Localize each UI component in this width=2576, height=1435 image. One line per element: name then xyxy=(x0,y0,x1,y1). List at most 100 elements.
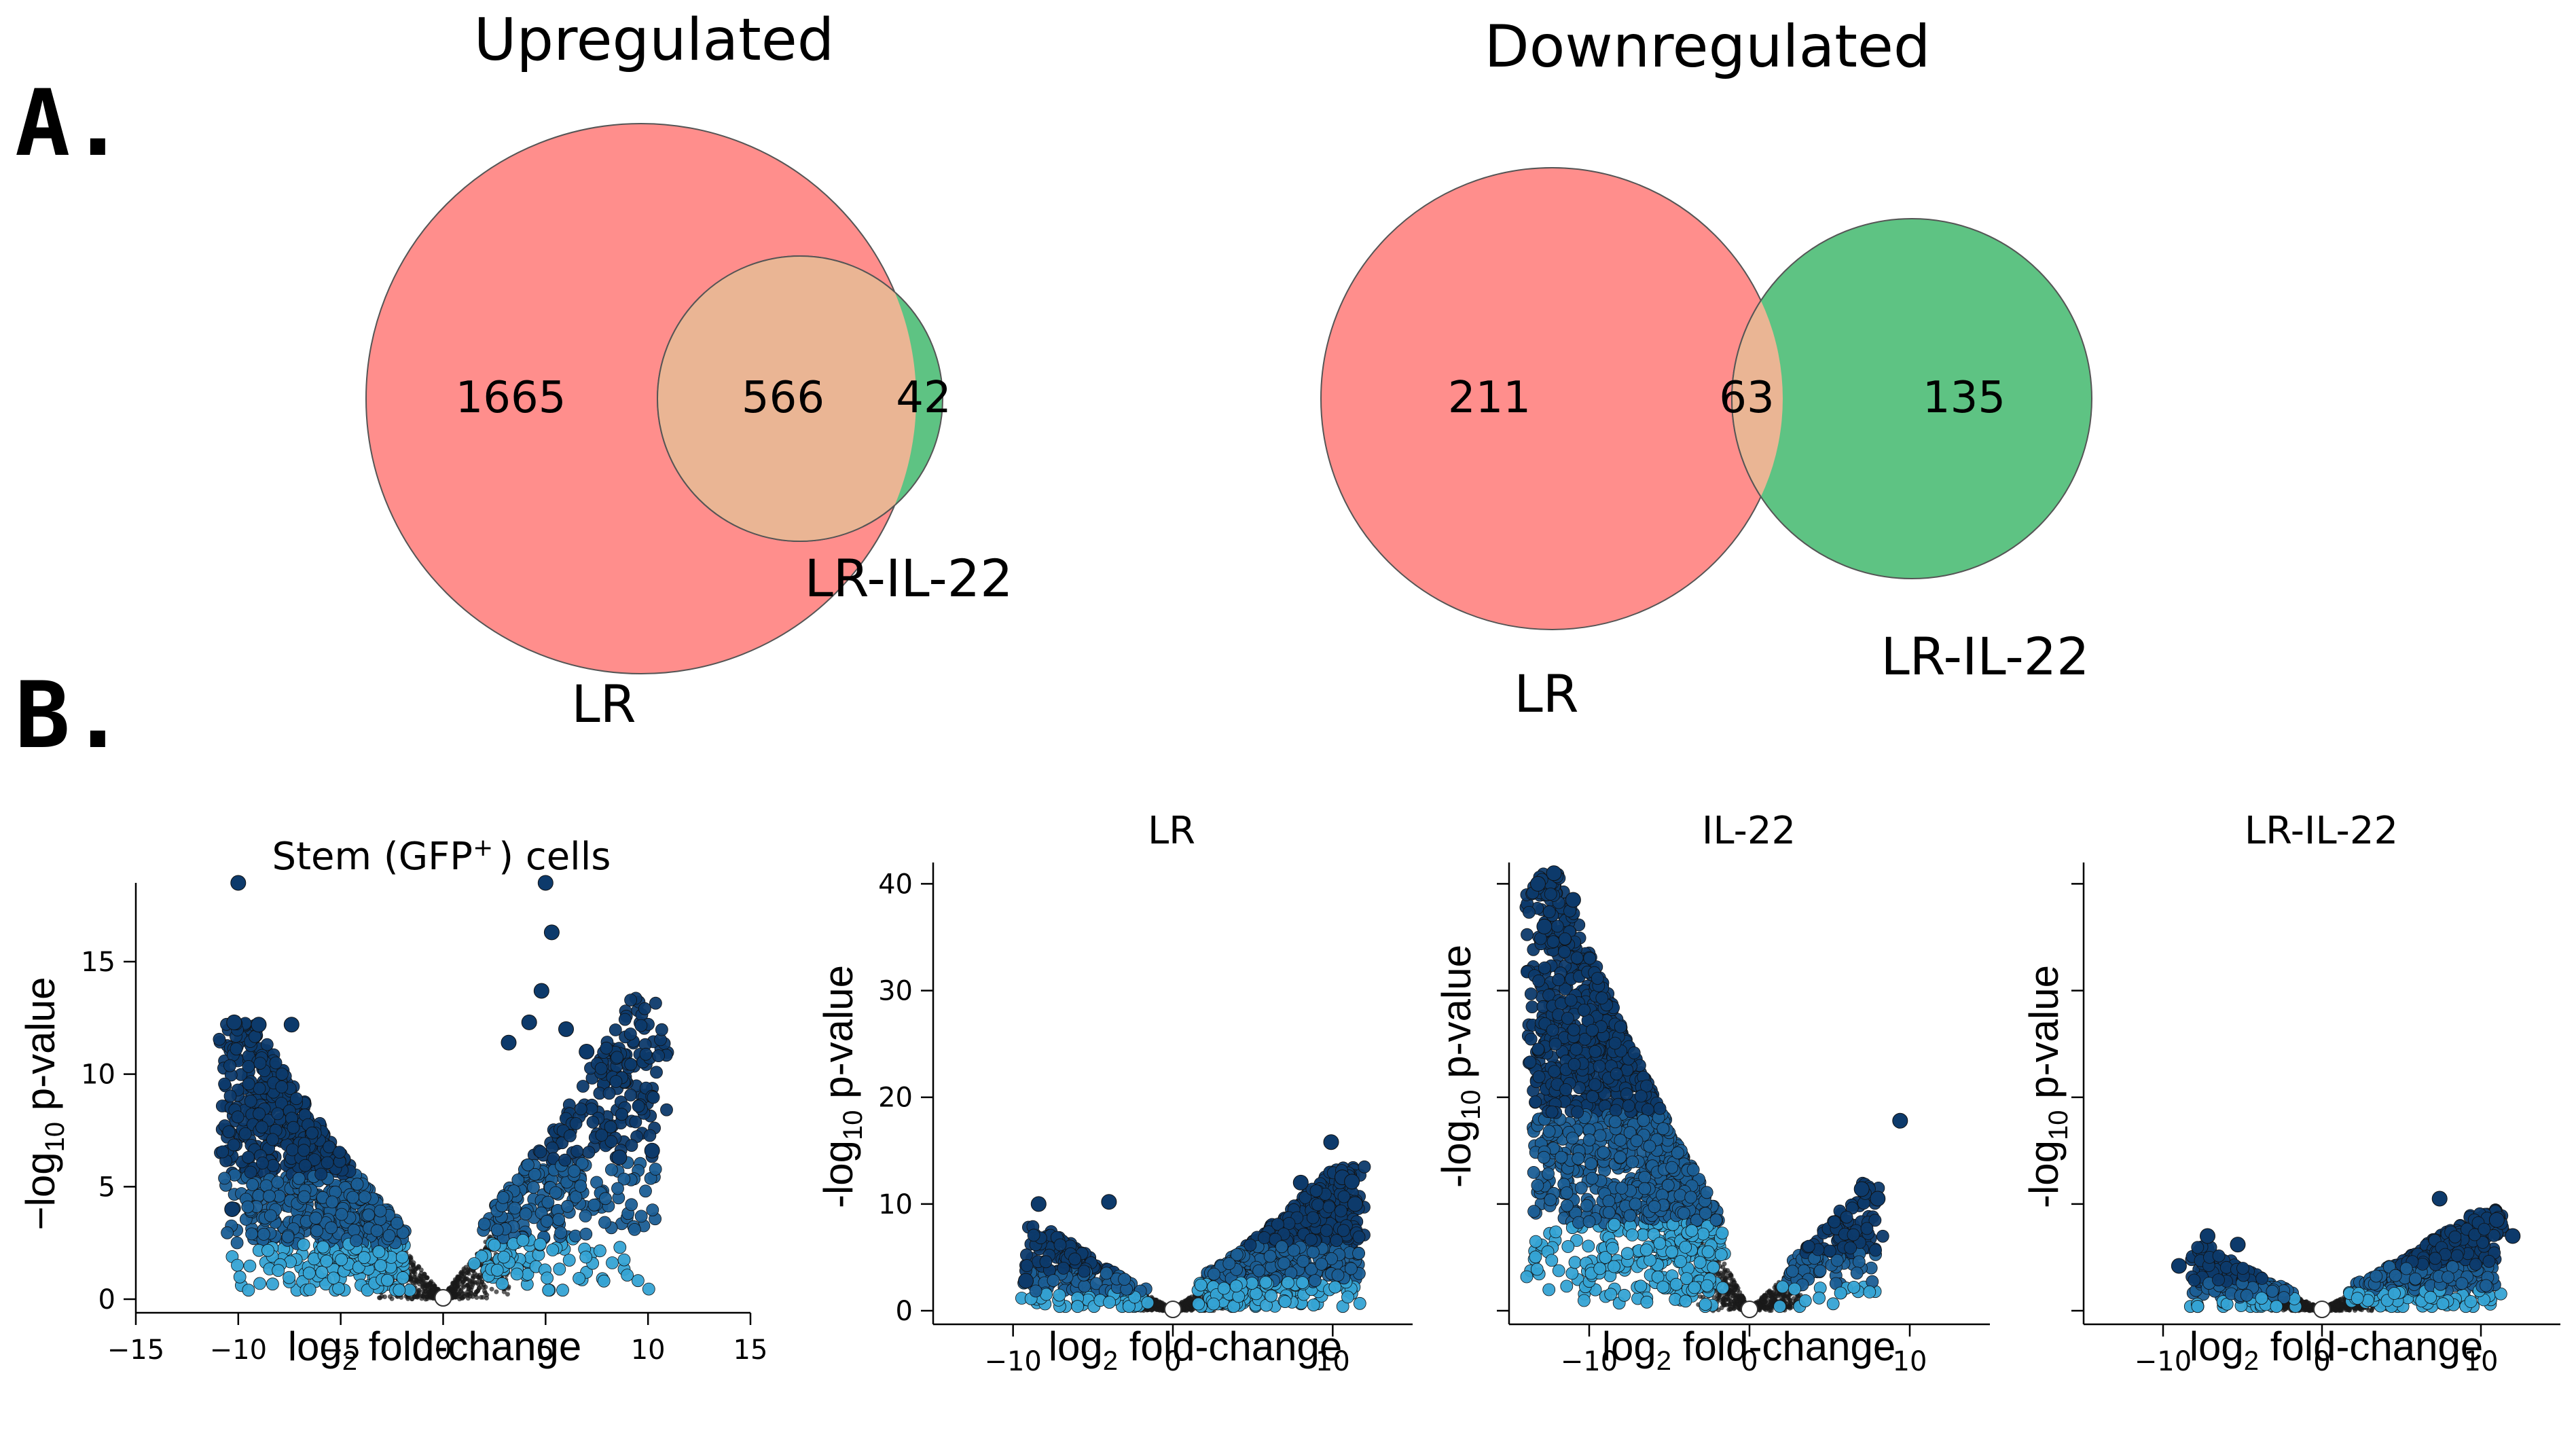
data-point xyxy=(533,1237,547,1251)
data-point xyxy=(242,1150,255,1164)
data-point xyxy=(1770,1296,1775,1302)
data-point xyxy=(568,1229,582,1243)
volcano-lr-ylabel: -log10 p-value xyxy=(816,965,868,1208)
data-point xyxy=(477,1286,482,1291)
data-point xyxy=(617,1253,631,1267)
data-point xyxy=(527,1180,540,1194)
data-point xyxy=(325,1195,339,1209)
data-point xyxy=(1027,1229,1040,1242)
data-point xyxy=(1103,1296,1116,1309)
data-point xyxy=(470,1282,475,1287)
data-point xyxy=(374,1204,387,1218)
data-point xyxy=(1229,1279,1243,1293)
data-point xyxy=(609,1075,623,1088)
x-tick-label: 10 xyxy=(631,1334,666,1366)
data-point xyxy=(1335,1204,1347,1218)
x-tick-label: 0 xyxy=(1164,1346,1181,1377)
y-tick-label: 10 xyxy=(878,1189,913,1220)
data-point xyxy=(260,1038,274,1051)
data-point xyxy=(1278,1295,1292,1308)
data-point xyxy=(233,1270,247,1284)
data-point xyxy=(597,1274,611,1288)
data-point xyxy=(1358,1160,1371,1174)
data-point xyxy=(1157,1300,1163,1305)
data-point xyxy=(644,1142,660,1159)
data-point xyxy=(484,1292,490,1298)
data-point xyxy=(541,1271,554,1285)
data-point xyxy=(1071,1300,1085,1313)
data-point xyxy=(1263,1250,1277,1263)
zero-marker xyxy=(1164,1301,1182,1318)
data-point xyxy=(522,1158,534,1171)
venn-upregulated-title: Upregulated xyxy=(474,6,835,74)
data-point xyxy=(497,1250,511,1264)
data-point xyxy=(289,1092,303,1106)
data-point xyxy=(283,1271,296,1284)
data-point xyxy=(1328,1280,1342,1294)
data-point xyxy=(505,1292,510,1297)
data-point xyxy=(422,1286,428,1292)
data-point xyxy=(452,1294,457,1299)
venn-upregulated-left-label: LR xyxy=(571,674,636,734)
data-point xyxy=(1728,1272,1733,1277)
data-point xyxy=(460,1279,465,1285)
data-point xyxy=(255,1121,269,1133)
data-point xyxy=(595,1129,609,1142)
data-point xyxy=(1068,1252,1081,1266)
data-point xyxy=(1306,1211,1320,1224)
data-point xyxy=(643,1129,657,1142)
data-point xyxy=(227,1138,240,1152)
data-point xyxy=(508,1201,522,1215)
data-point xyxy=(395,1250,409,1264)
volcano-lr-ylabel-pre: -log xyxy=(816,1140,861,1208)
venn-downregulated: Downregulated 211 63 135 LR-IL-22 LR xyxy=(1320,13,2092,724)
y-tick-label: 40 xyxy=(878,869,913,900)
data-point xyxy=(218,1077,232,1091)
data-point xyxy=(625,1198,638,1212)
data-point xyxy=(257,1228,270,1241)
data-point xyxy=(316,1240,330,1254)
data-point xyxy=(1786,1296,1792,1301)
data-point xyxy=(537,875,554,891)
volcano-stem-points xyxy=(213,875,674,1307)
data-point xyxy=(332,1282,346,1295)
data-point xyxy=(1308,1274,1322,1287)
data-point xyxy=(1252,1264,1266,1277)
data-point xyxy=(1347,1196,1363,1212)
data-point xyxy=(1141,1296,1155,1309)
x-tick-label: −10 xyxy=(984,1346,1041,1377)
data-point xyxy=(1194,1278,1208,1292)
data-point xyxy=(1057,1262,1070,1275)
x-tick-label: 15 xyxy=(733,1334,768,1366)
data-point xyxy=(611,1149,628,1165)
venn-upregulated-right-label: LR-IL-22 xyxy=(804,548,1013,608)
x-tick-label: 5 xyxy=(537,1334,554,1366)
data-point xyxy=(650,1066,663,1079)
x-tick-label: 0 xyxy=(435,1334,452,1366)
data-point xyxy=(451,1281,456,1286)
data-point xyxy=(1352,1231,1366,1243)
data-point xyxy=(271,1176,285,1189)
data-point xyxy=(245,1227,259,1241)
data-point xyxy=(1118,1273,1131,1286)
data-point xyxy=(420,1294,426,1299)
data-point xyxy=(1275,1240,1288,1254)
venn-upregulated: Upregulated 1665 566 42 LR-IL-22 LR xyxy=(365,6,1013,734)
data-point xyxy=(347,1223,361,1237)
data-point xyxy=(1723,1269,1728,1275)
data-point xyxy=(1344,1174,1360,1190)
data-point xyxy=(286,1143,299,1157)
data-point xyxy=(269,1056,283,1070)
data-point xyxy=(1331,1269,1345,1282)
data-point xyxy=(496,1277,509,1290)
data-point xyxy=(230,1236,244,1250)
data-point xyxy=(297,1190,311,1203)
data-point xyxy=(599,1192,612,1205)
data-point xyxy=(292,1171,306,1185)
volcano-il22-ylabel-sub: 10 xyxy=(1456,1089,1486,1120)
data-point xyxy=(1305,1233,1318,1246)
data-point xyxy=(546,1243,560,1256)
data-point xyxy=(554,1226,568,1239)
venn-downregulated-left-only: 211 xyxy=(1448,373,1531,423)
data-point xyxy=(1020,1259,1034,1272)
